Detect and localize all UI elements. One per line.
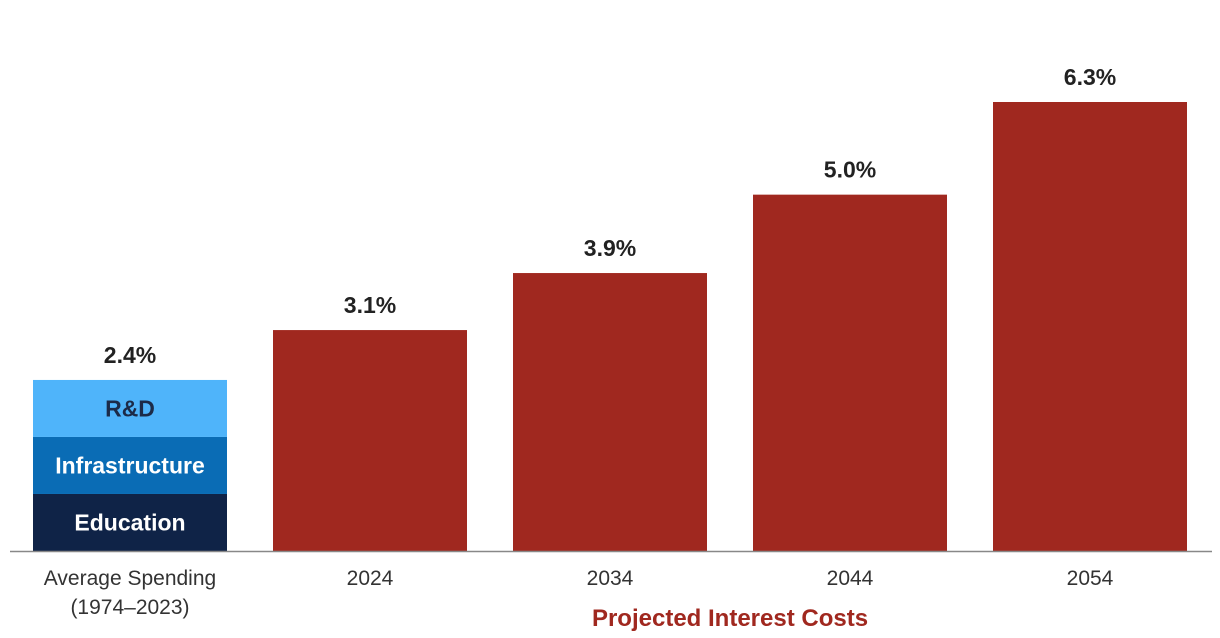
tick-label-2054: 2054: [1067, 567, 1114, 590]
tick-label-average-spending: Average Spending: [44, 567, 216, 590]
value-label-2054: 6.3%: [1064, 64, 1116, 90]
value-label-2034: 3.9%: [584, 235, 636, 261]
tick-label-2034: 2034: [587, 567, 634, 590]
bar-2034: [513, 273, 707, 551]
bars-layer: [33, 102, 1187, 551]
stacked-segment-education: [33, 493, 227, 551]
labels-layer: Education Infrastructure R&D 2.4% Average Sp…: [44, 64, 1116, 619]
value-label-2024: 3.1%: [344, 292, 396, 318]
bar-2044: [753, 194, 947, 551]
tick-label-2024: 2024: [347, 567, 394, 590]
segment-label-infrastructure: Infrastructure: [55, 452, 205, 478]
value-label-average: 2.4%: [104, 342, 156, 368]
segment-label-education: Education: [74, 509, 185, 535]
value-label-2044: 5.0%: [824, 157, 876, 183]
bar-2024: [273, 330, 467, 551]
stacked-segment-r-d: [33, 379, 227, 437]
bar-2054: [993, 102, 1187, 551]
segment-label-r-d: R&D: [105, 395, 155, 421]
projected-interest-costs-label: Projected Interest Costs: [592, 605, 868, 632]
tick-label-2044: 2044: [827, 567, 874, 590]
tick-label-average-spending-years: (1974–2023): [70, 596, 189, 619]
stacked-segment-infrastructure: [33, 436, 227, 494]
